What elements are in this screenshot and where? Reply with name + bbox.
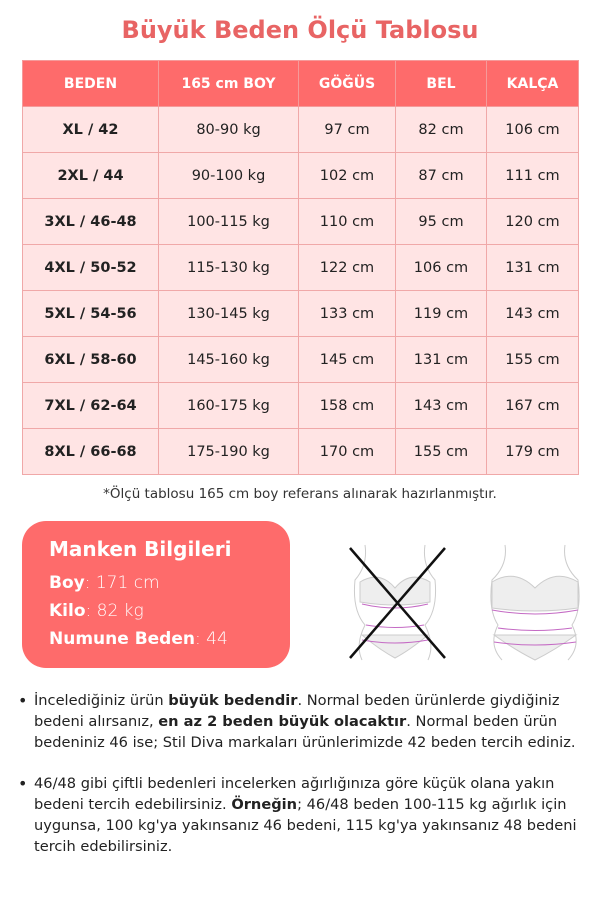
table-cell: 175-190 kg bbox=[158, 428, 299, 475]
table-cell: 167 cm bbox=[486, 382, 579, 429]
info-bullets: İncelediğiniz ürün büyük bedendir. Norma… bbox=[18, 690, 588, 877]
size-cell: 8XL / 66-68 bbox=[22, 428, 159, 475]
table-cell: 87 cm bbox=[395, 152, 487, 199]
text: ; 46/48 beden 100-115 kg ağırlık için uy… bbox=[34, 796, 577, 855]
column-header: KALÇA bbox=[486, 60, 579, 107]
table-cell: 106 cm bbox=[486, 106, 579, 153]
page-title: Büyük Beden Ölçü Tablosu bbox=[121, 16, 479, 44]
table-cell: 115-130 kg bbox=[158, 244, 299, 291]
column-header: GÖĞÜS bbox=[298, 60, 396, 107]
size-cell: XL / 42 bbox=[22, 106, 159, 153]
text: . Normal beden ürün bedeniniz 46 ise; St… bbox=[34, 713, 576, 751]
table-cell: 155 cm bbox=[395, 428, 487, 475]
label: Numune Beden bbox=[49, 629, 195, 649]
table-cell: 122 cm bbox=[298, 244, 396, 291]
bold-text: en az 2 beden büyük olacaktır bbox=[158, 713, 407, 730]
table-cell: 80-90 kg bbox=[158, 106, 299, 153]
wrong-body-figure-icon bbox=[354, 544, 436, 661]
size-cell: 6XL / 58-60 bbox=[22, 336, 159, 383]
table-cell: 131 cm bbox=[395, 336, 487, 383]
size-cell: 5XL / 54-56 bbox=[22, 290, 159, 337]
bold-text: büyük bedendir bbox=[168, 692, 298, 709]
value: : 171 cm bbox=[84, 573, 160, 593]
table-row: 4XL / 50-52 115-130 kg 122 cm 106 cm 131 cm bbox=[22, 244, 579, 291]
model-info-card: Manken Bilgileri Boy: 171 cm Kilo: 82 kg… bbox=[22, 521, 290, 668]
bold-text: Örneğin bbox=[231, 796, 298, 813]
size-cell: 4XL / 50-52 bbox=[22, 244, 159, 291]
table-cell: 145-160 kg bbox=[158, 336, 299, 383]
table-cell: 97 cm bbox=[298, 106, 396, 153]
column-header: BEDEN bbox=[22, 60, 159, 107]
table-cell: 143 cm bbox=[395, 382, 487, 429]
correct-body-figure-icon bbox=[490, 544, 580, 661]
table-cell: 95 cm bbox=[395, 198, 487, 245]
model-info-title: Manken Bilgileri bbox=[49, 537, 232, 561]
table-cell: 119 cm bbox=[395, 290, 487, 337]
table-cell: 131 cm bbox=[486, 244, 579, 291]
table-cell: 133 cm bbox=[298, 290, 396, 337]
value: : 82 kg bbox=[85, 601, 144, 621]
table-row: 8XL / 66-68 175-190 kg 170 cm 155 cm 179 cm bbox=[22, 428, 579, 475]
bullet-item: İncelediğiniz ürün büyük bedendir. Norma… bbox=[18, 690, 588, 753]
table-cell: 106 cm bbox=[395, 244, 487, 291]
size-cell: 7XL / 62-64 bbox=[22, 382, 159, 429]
model-weight: Kilo: 82 kg bbox=[49, 597, 290, 625]
table-cell: 111 cm bbox=[486, 152, 579, 199]
table-row: XL / 42 80-90 kg 97 cm 82 cm 106 cm bbox=[22, 106, 579, 153]
bullet-item: 46/48 gibi çiftli bedenleri incelerken a… bbox=[18, 773, 588, 857]
label: Kilo bbox=[49, 601, 86, 621]
cross-icon bbox=[349, 547, 446, 659]
table-cell: 110 cm bbox=[298, 198, 396, 245]
table-cell: 82 cm bbox=[395, 106, 487, 153]
column-header: 165 cm BOY bbox=[158, 60, 299, 107]
body-shape-illustration bbox=[349, 544, 580, 661]
model-height: Boy: 171 cm bbox=[49, 569, 290, 597]
table-cell: 179 cm bbox=[486, 428, 579, 475]
value: : 44 bbox=[195, 629, 228, 649]
table-cell: 100-115 kg bbox=[158, 198, 299, 245]
table-cell: 143 cm bbox=[486, 290, 579, 337]
table-cell: 170 cm bbox=[298, 428, 396, 475]
label: Boy bbox=[49, 573, 85, 593]
size-table: BEDEN 165 cm BOY GÖĞÜS BEL KALÇA XL / 42 80-9… bbox=[22, 60, 579, 475]
table-cell: 155 cm bbox=[486, 336, 579, 383]
table-note: *Ölçü tablosu 165 cm boy referans alınar… bbox=[103, 486, 497, 502]
table-cell: 102 cm bbox=[298, 152, 396, 199]
table-row: 6XL / 58-60 145-160 kg 145 cm 131 cm 155 cm bbox=[22, 336, 579, 383]
table-row: 3XL / 46-48 100-115 kg 110 cm 95 cm 120 cm bbox=[22, 198, 579, 245]
table-cell: 158 cm bbox=[298, 382, 396, 429]
table-cell: 130-145 kg bbox=[158, 290, 299, 337]
table-cell: 160-175 kg bbox=[158, 382, 299, 429]
model-size: Numune Beden: 44 bbox=[49, 625, 290, 653]
table-cell: 145 cm bbox=[298, 336, 396, 383]
text: 46/48 gibi çiftli bedenleri incelerken a… bbox=[34, 775, 555, 813]
table-cell: 120 cm bbox=[486, 198, 579, 245]
text: . Normal beden ürünlerde giydiğiniz bede… bbox=[34, 692, 560, 730]
size-cell: 3XL / 46-48 bbox=[22, 198, 159, 245]
size-cell: 2XL / 44 bbox=[22, 152, 159, 199]
text: İncelediğiniz ürün bbox=[34, 692, 169, 709]
table-row: 7XL / 62-64 160-175 kg 158 cm 143 cm 167 cm bbox=[22, 382, 579, 429]
table-cell: 90-100 kg bbox=[158, 152, 299, 199]
table-row: 5XL / 54-56 130-145 kg 133 cm 119 cm 143 cm bbox=[22, 290, 579, 337]
table-row: 2XL / 44 90-100 kg 102 cm 87 cm 111 cm bbox=[22, 152, 579, 199]
column-header: BEL bbox=[395, 60, 487, 107]
